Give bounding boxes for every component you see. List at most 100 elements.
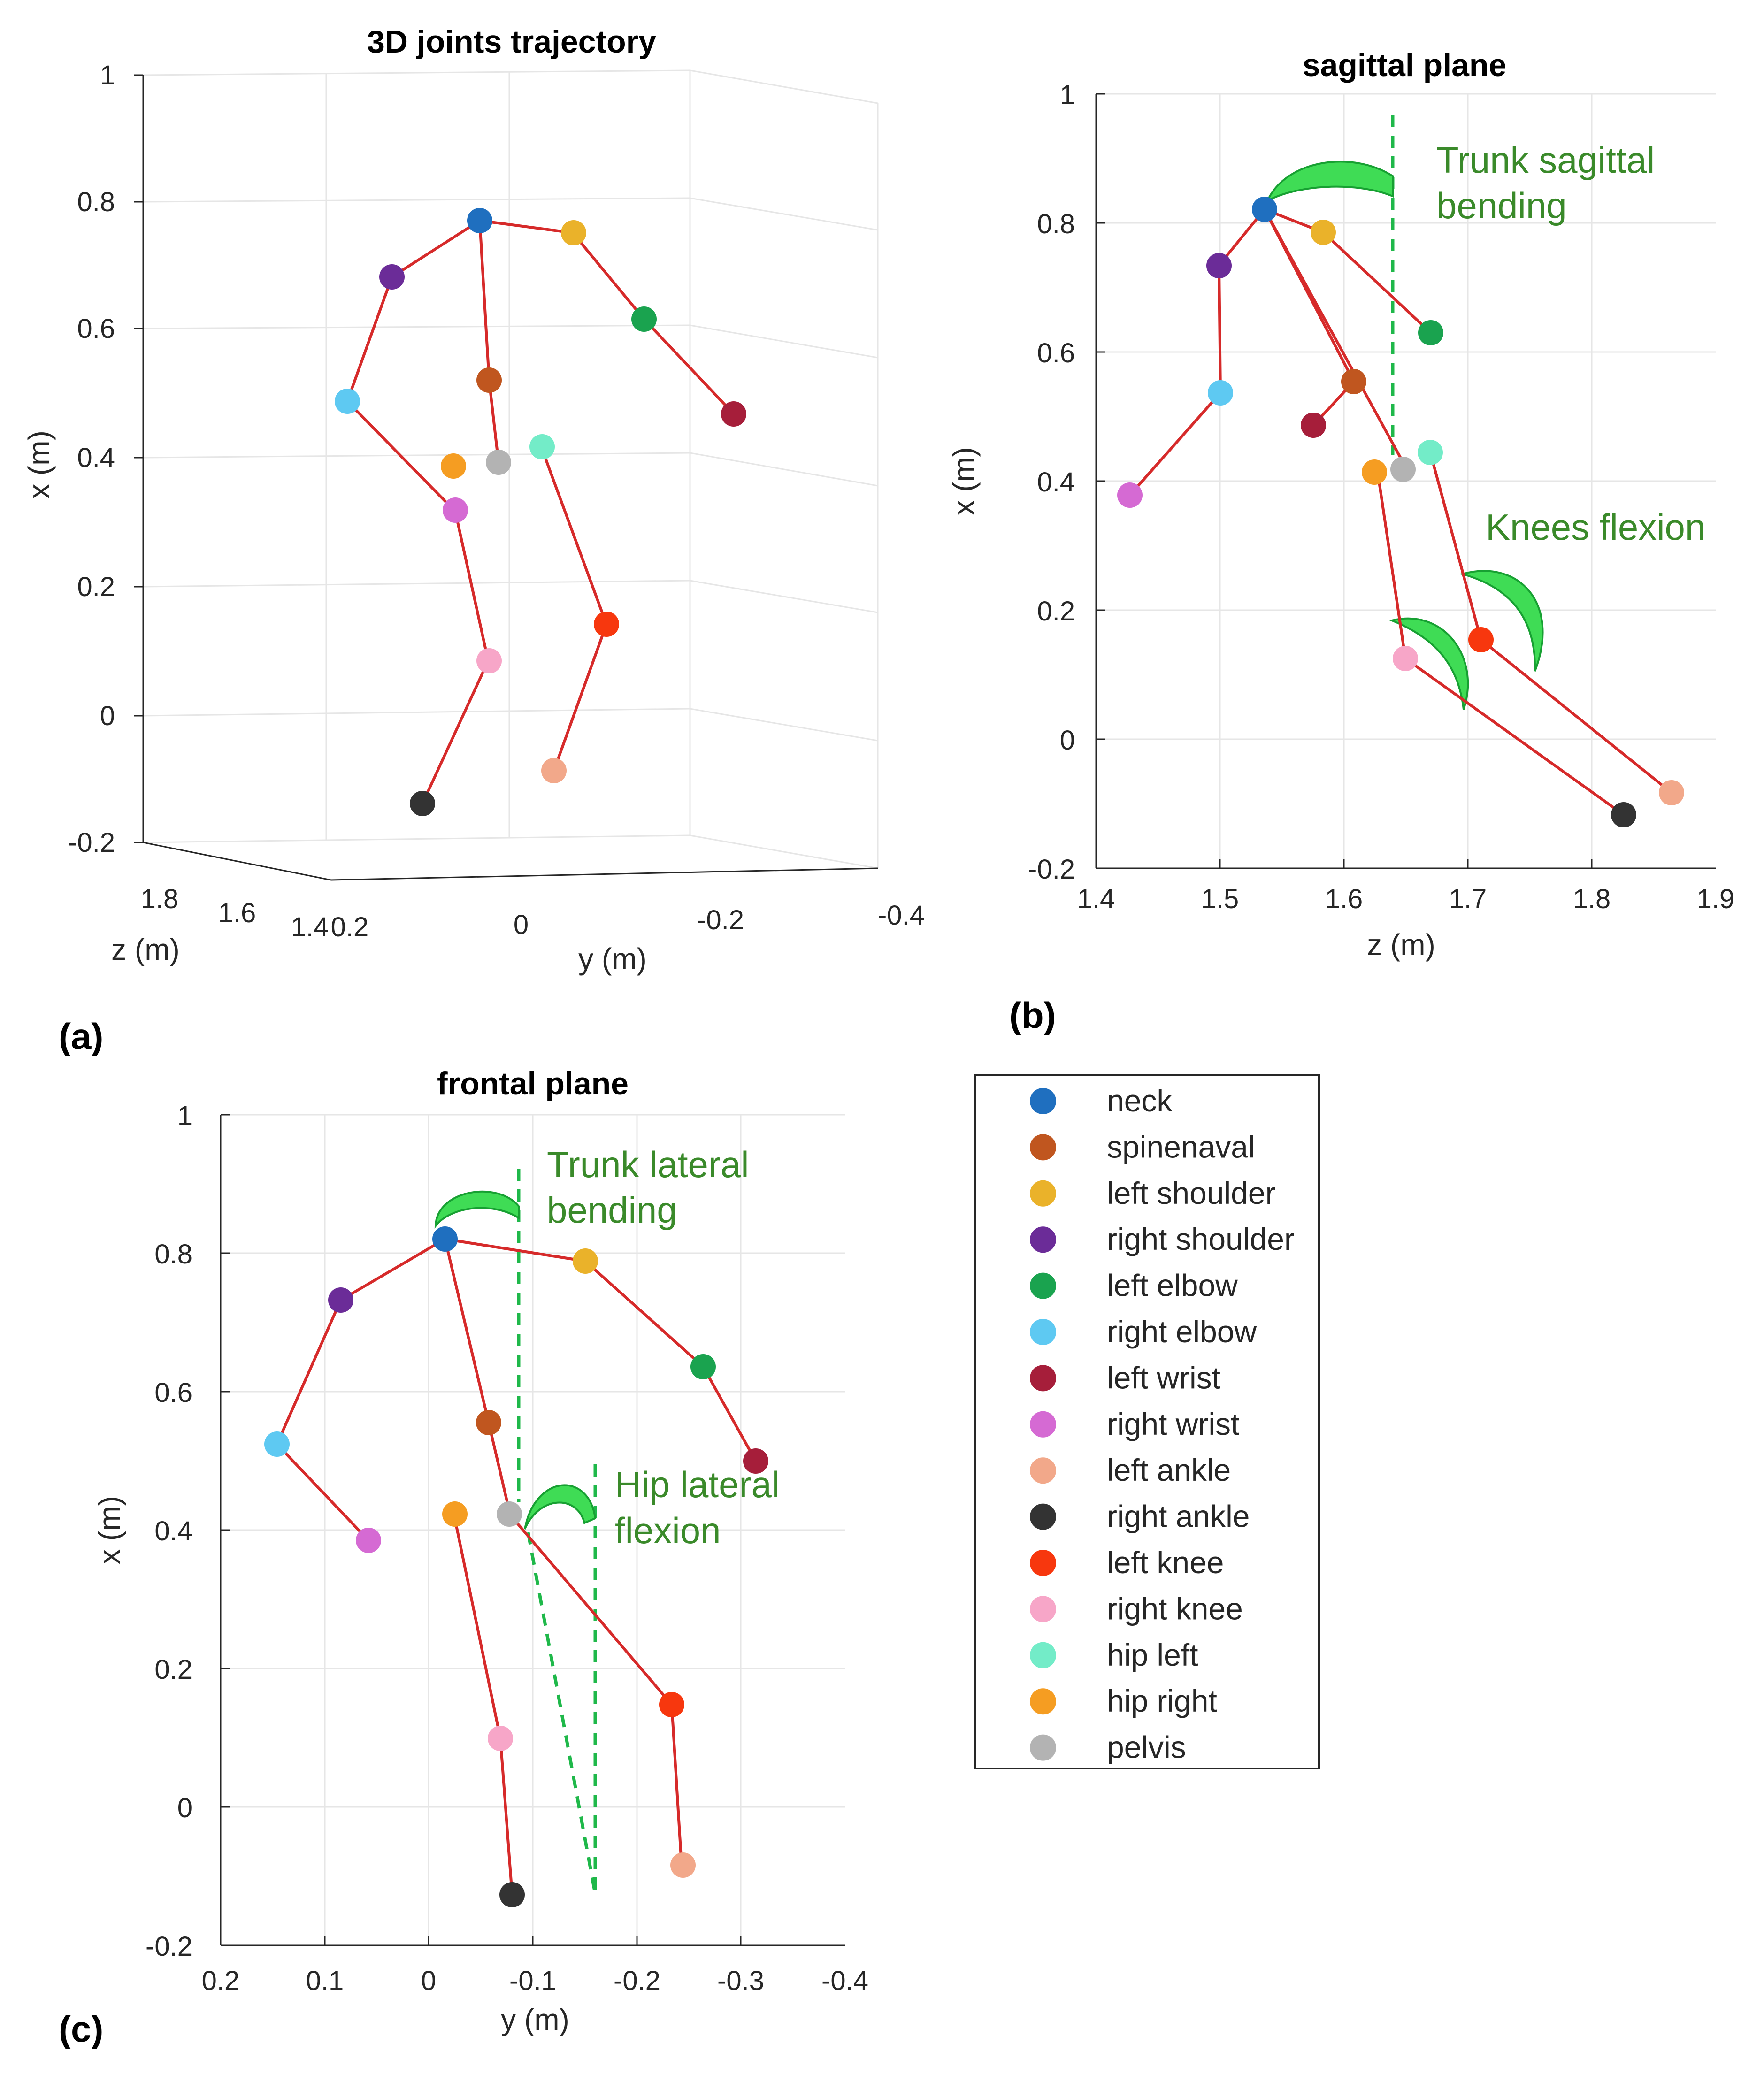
tick-label: 1.5	[1201, 884, 1239, 914]
panel-label-c: (c)	[59, 2008, 103, 2050]
joint-spinenaval	[1341, 369, 1366, 394]
panel-c-y-ticks: 1 0.8 0.6 0.4 0.2 0 -0.2	[146, 1101, 192, 1962]
panel-c-joints	[264, 1226, 768, 1907]
panel-label-a: (a)	[59, 1016, 103, 1057]
legend-marker-right-elbow	[1030, 1319, 1056, 1345]
legend-label-hip-right: hip right	[1107, 1684, 1217, 1718]
panel-a-y-ticks: 0.2 0 -0.2 -0.4	[331, 900, 925, 942]
tick-label: 0.2	[331, 912, 369, 942]
legend-marker-hip-right	[1030, 1688, 1056, 1715]
tick-label: -0.2	[146, 1931, 192, 1962]
legend-marker-hip-left	[1030, 1642, 1056, 1668]
legend-marker-left-elbow	[1030, 1272, 1056, 1299]
tick-label: 0	[100, 701, 115, 731]
joint-left-ankle	[1659, 780, 1684, 805]
panel-a-xlabel: y (m)	[578, 942, 647, 976]
panel-c-hip-tilted-line	[526, 1532, 597, 1894]
panel-b-joints	[1117, 197, 1684, 827]
tick-label: -0.4	[878, 900, 925, 931]
panel-c-title: frontal plane	[437, 1066, 629, 1102]
joint-left-ankle	[670, 1852, 696, 1878]
joint-right-ankle	[1611, 802, 1636, 827]
panel-a-zlabel: z (m)	[111, 933, 180, 966]
panel-c: frontal plane	[59, 1066, 868, 2050]
panel-c-skeleton	[275, 1238, 757, 1896]
joint-hip-left	[1418, 440, 1443, 465]
joint-hip-left	[529, 434, 555, 459]
joint-right-ankle	[499, 1882, 525, 1907]
tick-label: -0.4	[821, 1966, 868, 1996]
panel-b-grid	[1096, 93, 1716, 868]
legend-label-right-wrist: right wrist	[1107, 1407, 1239, 1441]
legend-label-hip-left: hip left	[1107, 1638, 1198, 1672]
tick-label: 0	[421, 1966, 436, 1996]
joint-right-elbow	[335, 389, 360, 414]
annotation-knees-flexion: Knees flexion	[1486, 506, 1705, 548]
tick-label: 1.8	[141, 884, 179, 914]
legend-marker-right-wrist	[1030, 1411, 1056, 1438]
panel-b-trunk-bending-arc	[1265, 161, 1394, 203]
tick-label: 0.6	[1037, 338, 1075, 368]
panel-label-b: (b)	[1009, 995, 1056, 1036]
legend-marker-spinenaval	[1030, 1134, 1056, 1161]
legend-marker-neck	[1030, 1088, 1056, 1114]
tick-label: 0.4	[154, 1516, 192, 1546]
joint-left-shoulder	[1311, 220, 1336, 245]
legend-label-left-shoulder: left shoulder	[1107, 1176, 1276, 1210]
tick-label: 0.2	[77, 572, 115, 602]
joint-right-elbow	[1208, 380, 1233, 406]
panel-c-grid	[221, 1114, 845, 1945]
joint-left-shoulder	[561, 220, 586, 245]
panel-a-3d-grid	[142, 69, 879, 869]
panel-b-x-ticks: 1.4 1.5 1.6 1.7 1.8 1.9	[1077, 884, 1735, 914]
tick-label: 1.8	[1573, 884, 1611, 914]
tick-label: 1	[177, 1101, 192, 1131]
tick-label: 1.6	[218, 898, 256, 928]
legend-marker-left-shoulder	[1030, 1180, 1056, 1207]
annotation-sagittal-bending: bending	[1436, 185, 1567, 226]
annotation-trunk-lateral: Trunk lateral	[547, 1144, 749, 1185]
legend-label-pelvis: pelvis	[1107, 1730, 1186, 1765]
joint-left-elbow	[631, 306, 657, 332]
tick-label: 0.2	[202, 1966, 240, 1996]
joint-neck	[1252, 197, 1277, 222]
panel-b-knee-arc-left	[1458, 570, 1544, 672]
tick-label: -0.2	[68, 827, 115, 858]
tick-label: -0.1	[509, 1966, 556, 1996]
joint-pelvis	[486, 450, 511, 475]
tick-label: 1.9	[1697, 884, 1735, 914]
legend-items: neck spinenaval left shoulder right shoulde…	[1030, 1083, 1295, 1765]
tick-label: 0	[1060, 725, 1075, 756]
panel-a-skeleton	[345, 219, 735, 805]
panel-c-hip-flexion-arc	[524, 1484, 597, 1530]
joint-right-knee	[476, 648, 502, 673]
joint-right-wrist	[443, 497, 468, 523]
panel-c-trunk-bending-arc	[434, 1190, 520, 1229]
joint-spinenaval	[476, 367, 502, 393]
joint-left-elbow	[1418, 320, 1443, 345]
joint-hip-right	[441, 453, 466, 479]
joint-spinenaval	[476, 1410, 501, 1435]
legend-marker-left-knee	[1030, 1550, 1056, 1576]
panel-a-title: 3D joints trajectory	[367, 24, 656, 60]
joint-right-ankle	[410, 791, 435, 816]
joint-right-elbow	[264, 1431, 290, 1457]
joint-neck	[432, 1226, 458, 1252]
tick-label: 1.7	[1449, 884, 1487, 914]
legend-label-right-ankle: right ankle	[1107, 1499, 1250, 1534]
joint-left-shoulder	[573, 1248, 598, 1274]
joint-right-wrist	[1117, 482, 1143, 508]
panel-b-xlabel: z (m)	[1367, 928, 1435, 962]
joint-hip-right	[1362, 459, 1387, 485]
panel-b-title: sagittal plane	[1303, 47, 1507, 83]
tick-label: -0.2	[697, 905, 744, 935]
legend-label-left-knee: left knee	[1107, 1545, 1224, 1580]
joint-left-wrist	[1301, 413, 1326, 438]
joint-right-shoulder	[328, 1287, 353, 1313]
legend-label-left-ankle: left ankle	[1107, 1453, 1231, 1487]
tick-label: 0.4	[77, 443, 115, 473]
tick-label: 1.4	[1077, 884, 1115, 914]
joint-left-wrist	[721, 401, 746, 427]
legend: neck spinenaval left shoulder right shoulde…	[974, 1074, 1320, 1769]
joint-pelvis	[1390, 457, 1416, 482]
